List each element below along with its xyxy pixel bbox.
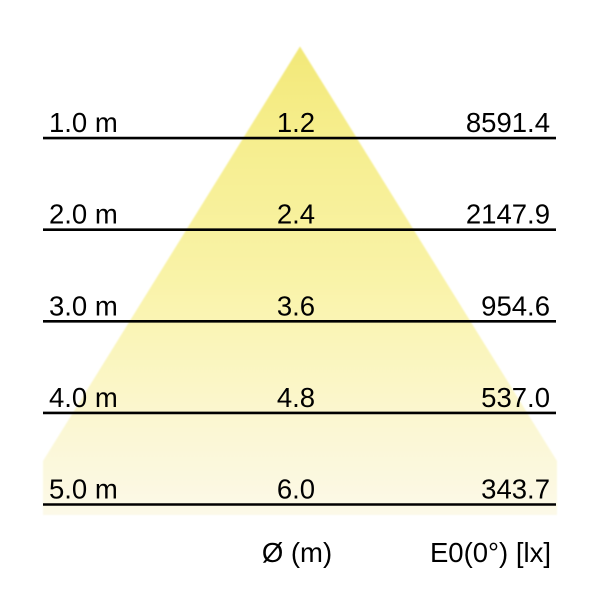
diameter-value: 1.2 xyxy=(277,107,315,138)
distance-label: 2.0 m xyxy=(49,199,118,230)
distance-label: 4.0 m xyxy=(49,382,118,413)
illuminance-value: 8591.4 xyxy=(466,107,550,138)
diameter-value: 2.4 xyxy=(277,199,315,230)
illuminance-value: 954.6 xyxy=(481,290,550,321)
light-cone-shape xyxy=(43,46,557,515)
diameter-value: 6.0 xyxy=(277,474,315,505)
distance-label: 1.0 m xyxy=(49,107,118,138)
illuminance-column-header: E0(0°) [lx] xyxy=(430,537,551,568)
diameter-value: 4.8 xyxy=(277,382,315,413)
illuminance-value: 2147.9 xyxy=(466,199,550,230)
distance-label: 5.0 m xyxy=(49,474,118,505)
distance-label: 3.0 m xyxy=(49,290,118,321)
diameter-value: 3.6 xyxy=(277,290,315,321)
illuminance-value: 343.7 xyxy=(481,474,550,505)
illuminance-value: 537.0 xyxy=(481,382,550,413)
diameter-column-header: Ø (m) xyxy=(262,537,332,568)
